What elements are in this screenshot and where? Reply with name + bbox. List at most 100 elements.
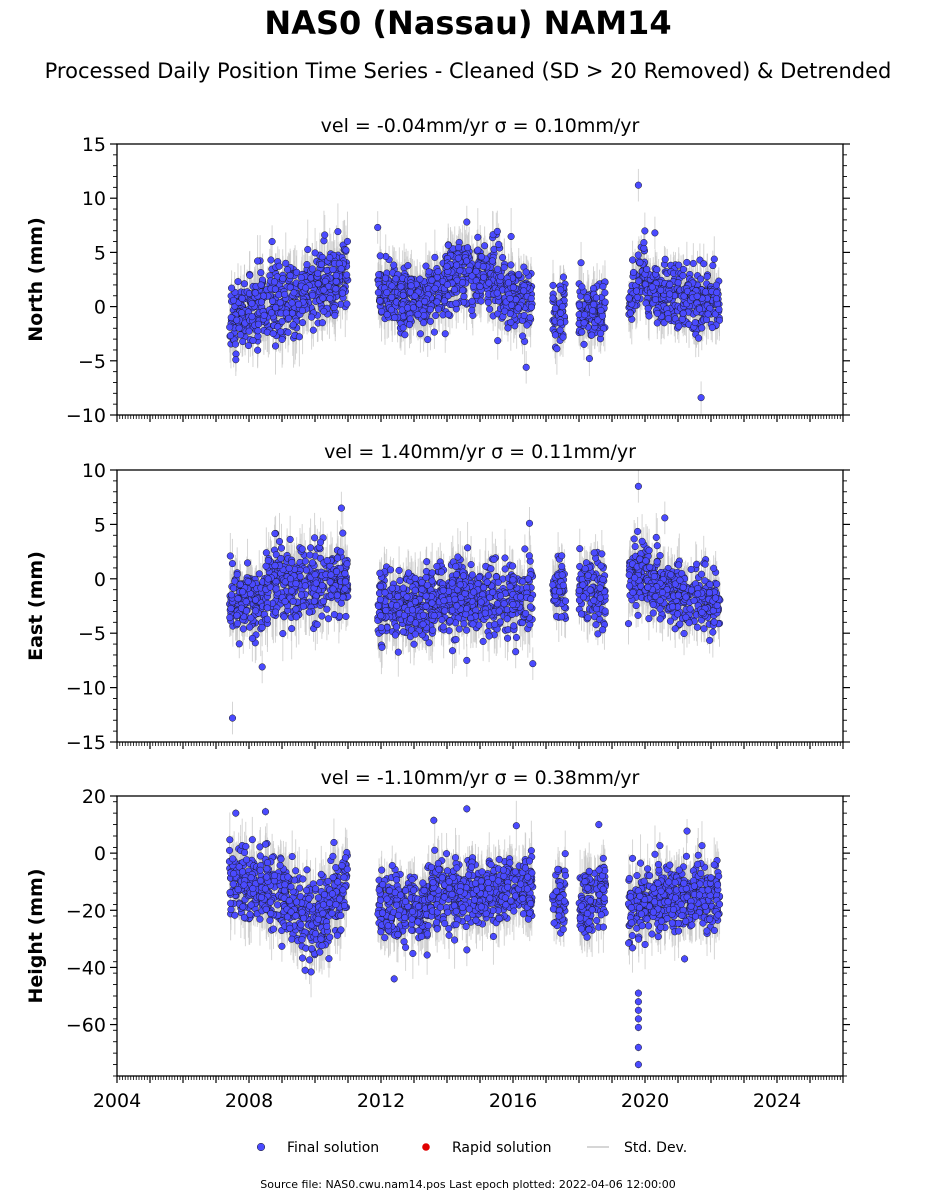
data-point: [590, 300, 598, 309]
data-point: [581, 311, 589, 319]
data-point: [228, 284, 236, 292]
data-point: [275, 262, 283, 270]
data-point: [414, 310, 422, 318]
data-point: [709, 262, 717, 270]
data-point: [304, 245, 312, 254]
data-point: [519, 332, 527, 340]
data-point: [551, 304, 559, 312]
data-point: [689, 259, 697, 268]
data-point: [626, 309, 634, 317]
panel-title: vel = 1.40mm/yr σ = 0.11mm/yr: [324, 441, 636, 463]
data-point: [238, 294, 246, 302]
data-point: [477, 253, 486, 261]
data-point: [452, 299, 460, 307]
data-point: [263, 328, 271, 336]
data-point: [629, 256, 637, 264]
data-point: [443, 281, 451, 289]
data-point: [703, 273, 711, 281]
data-point: [319, 294, 327, 302]
data-point: [308, 265, 316, 273]
data-point: [342, 246, 350, 254]
data-point: [477, 297, 485, 305]
data-point: [520, 287, 528, 295]
data-point: [240, 280, 248, 288]
data-point: [278, 335, 286, 344]
data-point: [441, 330, 449, 338]
data-point: [383, 311, 391, 319]
data-point: [422, 262, 430, 270]
data-point: [431, 253, 439, 261]
data-point: [711, 310, 719, 318]
outlier-point: [268, 238, 276, 246]
data-point: [234, 278, 242, 286]
data-point: [468, 306, 476, 314]
data-point: [494, 337, 502, 345]
data-point: [321, 277, 329, 285]
data-point: [277, 328, 285, 336]
data-point: [343, 237, 352, 245]
data-point: [695, 334, 703, 342]
data-point: [651, 295, 660, 304]
panel-title: vel = -0.04mm/yr σ = 0.10mm/yr: [321, 115, 640, 137]
data-point: [288, 299, 296, 307]
data-point: [268, 297, 277, 305]
y-axis-label: East (mm): [25, 551, 47, 661]
data-point: [549, 294, 557, 302]
data-point: [271, 342, 280, 350]
data-point: [575, 301, 583, 309]
data-point: [629, 268, 638, 276]
data-point: [434, 268, 442, 276]
data-point: [583, 294, 591, 302]
data-point: [636, 258, 644, 267]
data-point: [330, 304, 338, 312]
data-point: [653, 265, 661, 274]
data-point: [329, 265, 337, 274]
data-point: [420, 319, 428, 327]
y-tick-label: 0: [94, 297, 106, 319]
data-point: [578, 283, 586, 291]
data-point: [634, 251, 642, 259]
data-point: [469, 282, 478, 290]
data-point: [479, 263, 487, 271]
outlier-point: [232, 356, 240, 364]
data-point: [474, 233, 482, 241]
data-point: [314, 280, 322, 288]
data-point: [397, 283, 405, 291]
data-point: [321, 231, 329, 239]
data-point: [501, 307, 509, 315]
data-point: [488, 257, 497, 265]
data-point: [493, 289, 501, 297]
data-point: [420, 312, 428, 320]
data-point: [712, 281, 720, 289]
data-point: [272, 304, 280, 312]
data-point: [523, 321, 531, 329]
data-point: [323, 266, 331, 274]
data-point: [580, 340, 588, 348]
data-point: [290, 289, 298, 297]
data-point: [507, 318, 515, 326]
data-point: [226, 332, 234, 340]
outlier-point: [522, 363, 530, 371]
data-point: [474, 246, 482, 254]
data-point: [254, 320, 262, 328]
data-point: [661, 255, 669, 263]
data-point: [332, 271, 340, 280]
data-point: [594, 316, 602, 324]
data-point: [424, 335, 432, 344]
data-point: [309, 291, 317, 299]
data-point: [556, 319, 564, 327]
data-point: [701, 288, 710, 296]
data-point: [317, 260, 325, 268]
data-point: [657, 286, 665, 294]
y-tick-label: −10: [66, 405, 106, 427]
data-point: [391, 313, 399, 322]
data-point: [585, 355, 593, 363]
data-point: [281, 290, 289, 298]
data-point: [279, 275, 287, 283]
data-point: [269, 330, 277, 338]
data-point: [433, 298, 441, 306]
data-point: [334, 228, 342, 236]
data-point: [468, 272, 476, 280]
